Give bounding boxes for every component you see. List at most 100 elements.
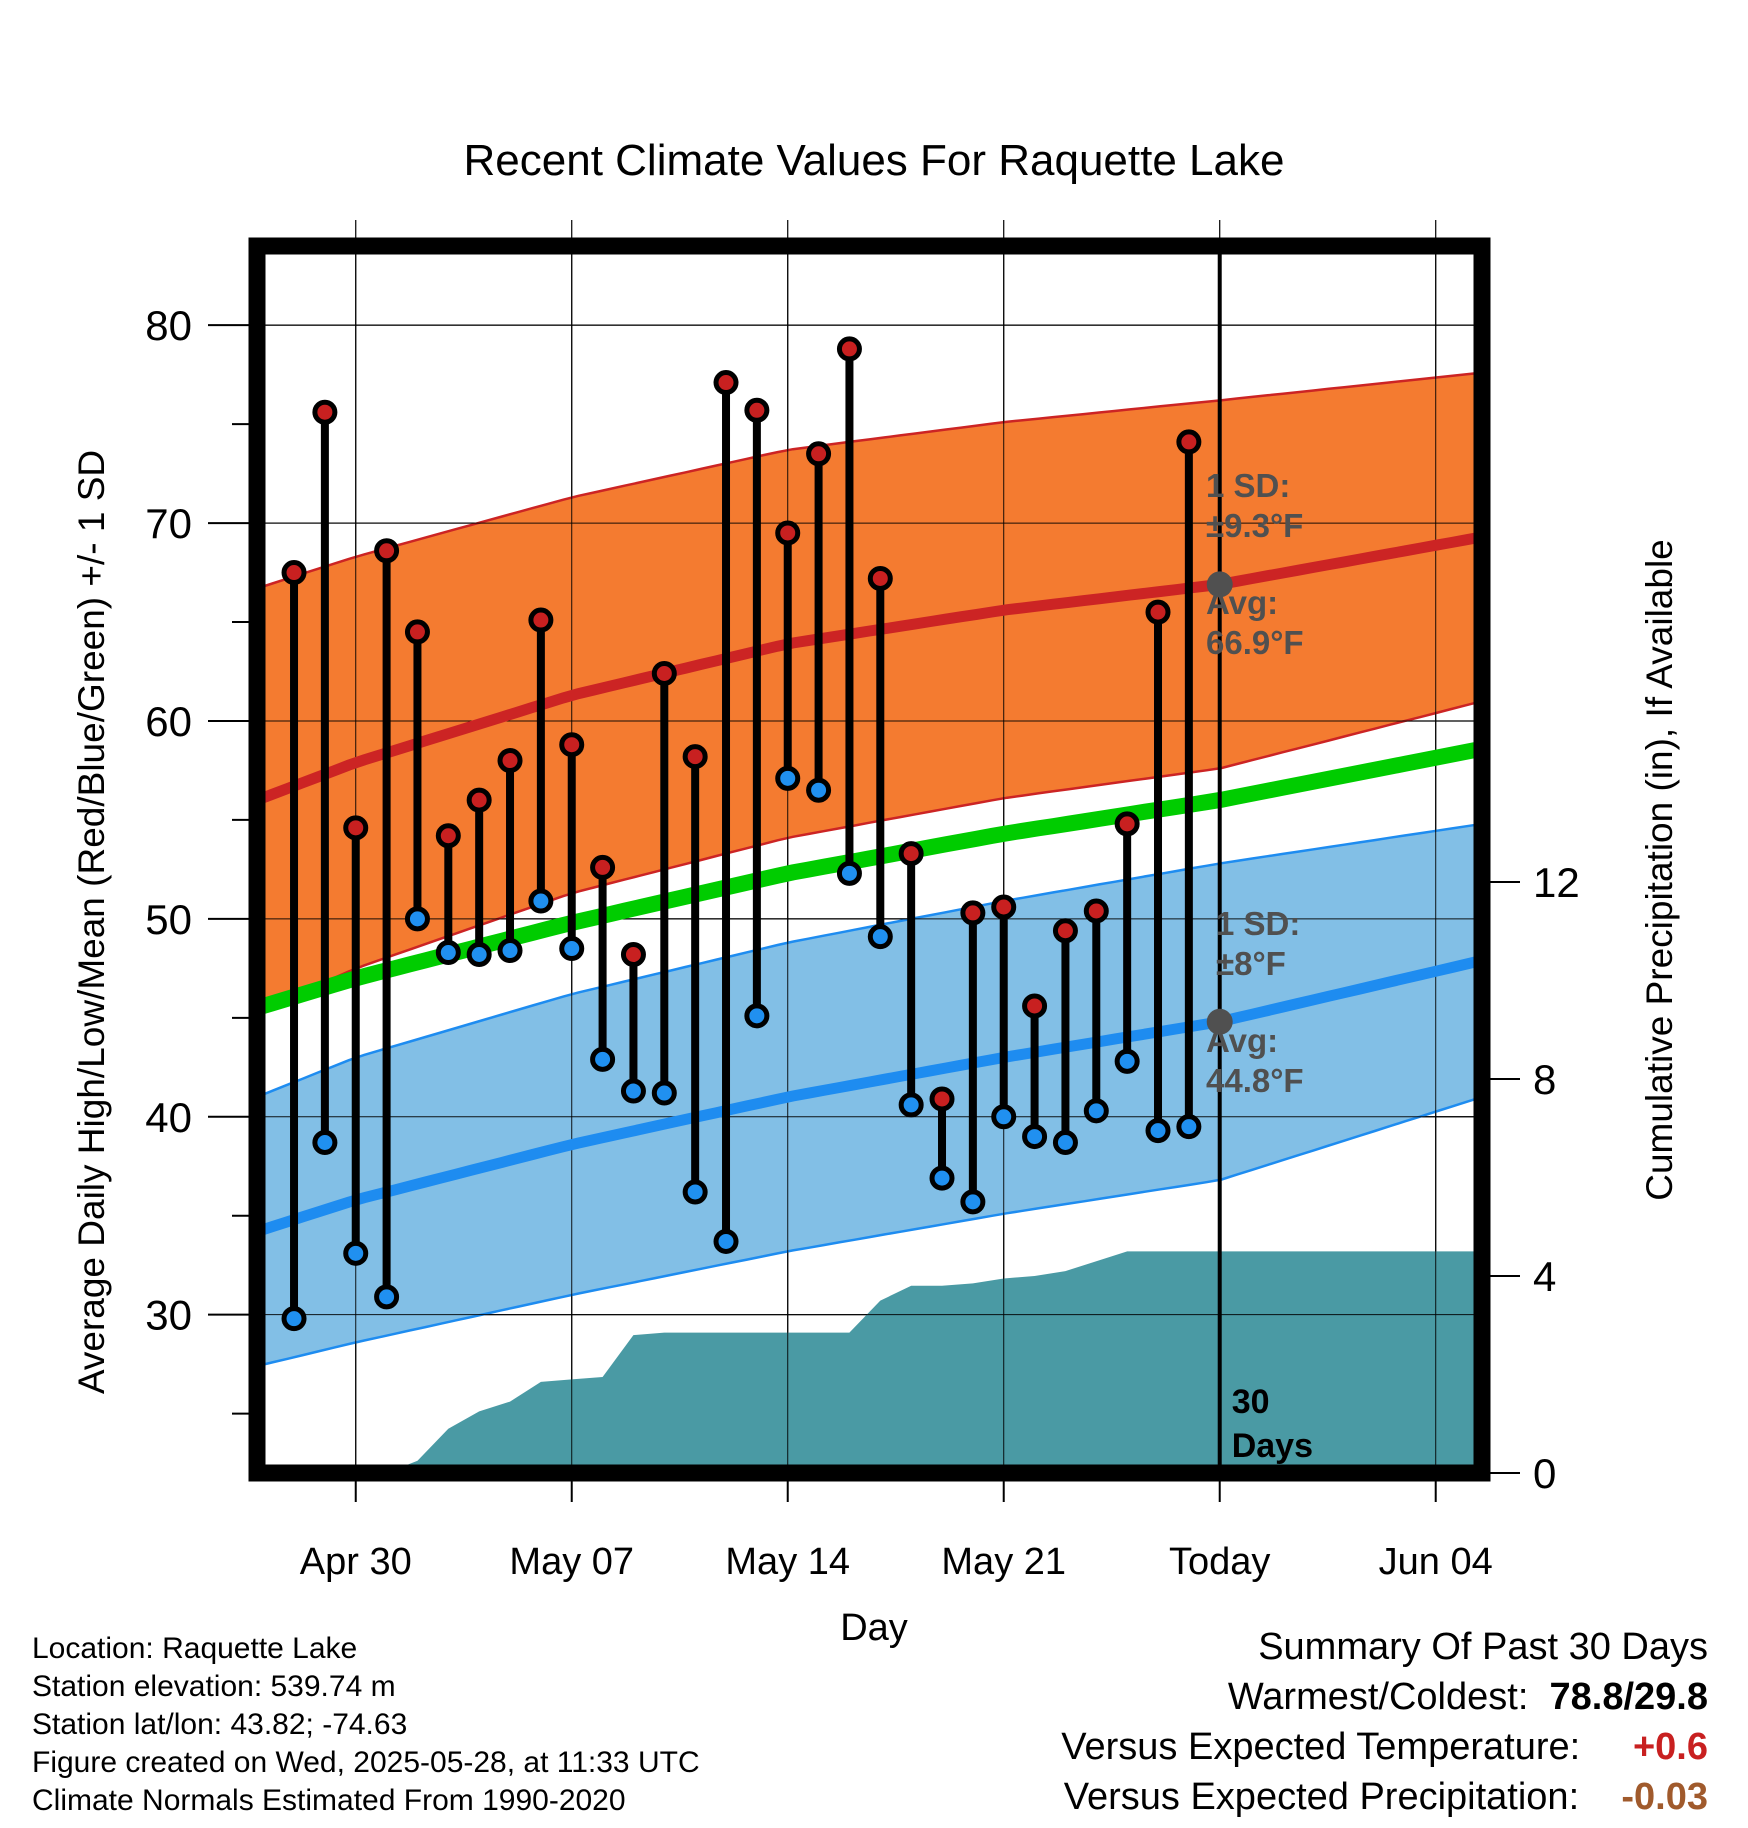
- high-point: [1176, 429, 1202, 455]
- low-point: [744, 1003, 770, 1029]
- low-point: [620, 1078, 646, 1104]
- high-point: [1114, 811, 1140, 837]
- low-point: [435, 940, 461, 966]
- precip-value: -0.03: [1621, 1776, 1708, 1818]
- low-point: [1114, 1048, 1140, 1074]
- precip-area: [257, 1251, 1482, 1473]
- created-text: Figure created on Wed, 2025-05-28, at 11…: [32, 1746, 700, 1779]
- high-point: [898, 841, 924, 867]
- low-point: [1083, 1098, 1109, 1124]
- low-avg-label: Avg:: [1206, 1022, 1278, 1059]
- high-point: [1145, 599, 1171, 625]
- low-point: [898, 1092, 924, 1118]
- high-point: [497, 748, 523, 774]
- low-point: [960, 1189, 986, 1215]
- high-point: [960, 900, 986, 926]
- high-point: [374, 538, 400, 564]
- low-point: [991, 1104, 1017, 1130]
- high-point: [343, 815, 369, 841]
- low-point: [806, 777, 832, 803]
- x-tick-label-4: Today: [1169, 1541, 1270, 1583]
- low-avg-value: 44.8°F: [1206, 1062, 1304, 1099]
- low-point: [1145, 1118, 1171, 1144]
- low-sd-label: 1 SD:: [1216, 905, 1300, 942]
- low-point: [836, 860, 862, 886]
- warm-cold-label: Warmest/Coldest:: [1227, 1676, 1529, 1718]
- elevation-text: Station elevation: 539.74 m: [32, 1670, 396, 1703]
- high-point: [991, 894, 1017, 920]
- summary-temp: Versus Expected Temperature: +0.6: [1061, 1722, 1708, 1772]
- low-point: [466, 941, 492, 967]
- low-point: [867, 924, 893, 950]
- today-count-label: 30: [1232, 1383, 1270, 1421]
- summary-warm-cold: Warmest/Coldest: 78.8/29.8: [1061, 1672, 1708, 1722]
- high-point: [929, 1086, 955, 1112]
- high-point: [1083, 898, 1109, 924]
- low-normal-line: [255, 955, 1484, 1237]
- low-point: [374, 1284, 400, 1310]
- high-point: [1052, 918, 1078, 944]
- high-avg-label: Avg:: [1206, 584, 1278, 621]
- high-point: [528, 607, 554, 633]
- x-axis-label: Day: [840, 1607, 908, 1649]
- low-point: [1022, 1124, 1048, 1150]
- plot-frame: [248, 237, 1491, 1482]
- high-point: [312, 399, 338, 425]
- low-point: [929, 1165, 955, 1191]
- y-tick-label-3: 60: [145, 698, 192, 745]
- high-point: [435, 823, 461, 849]
- warm-cold-value: 78.8/29.8: [1549, 1676, 1708, 1718]
- low-point: [651, 1080, 677, 1106]
- mean-normal-line: [254, 740, 1484, 1016]
- low-point: [559, 936, 585, 962]
- low-point: [713, 1228, 739, 1254]
- high-point: [836, 336, 862, 362]
- normals-text: Climate Normals Estimated From 1990-2020: [32, 1784, 626, 1817]
- x-tick-label-2: May 14: [725, 1541, 850, 1583]
- high-point: [559, 732, 585, 758]
- high-point: [620, 941, 646, 967]
- high-point: [744, 397, 770, 423]
- precip-label: Versus Expected Precipitation:: [1063, 1776, 1580, 1818]
- high-point: [682, 744, 708, 770]
- low-point: [343, 1240, 369, 1266]
- x-tick-label-3: May 21: [941, 1541, 1066, 1583]
- temp-label: Versus Expected Temperature:: [1061, 1726, 1581, 1768]
- summary-precip: Versus Expected Precipitation: -0.03: [1061, 1772, 1708, 1822]
- chart-title: Recent Climate Values For Raquette Lake: [464, 136, 1285, 185]
- y2-tick-label-2: 8: [1533, 1056, 1556, 1103]
- high-point: [867, 565, 893, 591]
- low-point: [497, 938, 523, 964]
- low-point: [312, 1130, 338, 1156]
- x-tick-label-5: Jun 04: [1379, 1541, 1493, 1583]
- high-point: [1022, 993, 1048, 1019]
- y2-axis-label: Cumulative Precipitation (in), If Availa…: [1639, 539, 1680, 1201]
- y-tick-label-5: 80: [145, 302, 192, 349]
- high-avg-value: 66.9°F: [1206, 624, 1304, 661]
- high-point: [281, 560, 307, 586]
- summary-block: Summary Of Past 30 Days Warmest/Coldest:…: [1061, 1622, 1708, 1822]
- latlon-text: Station lat/lon: 43.82; -74.63: [32, 1708, 408, 1741]
- high-point: [775, 520, 801, 546]
- x-tick-label-1: May 07: [509, 1541, 634, 1583]
- low-point: [528, 888, 554, 914]
- high-point: [806, 441, 832, 467]
- low-sd-value: ±8°F: [1216, 945, 1286, 982]
- low-point: [281, 1306, 307, 1332]
- high-point: [466, 787, 492, 813]
- temp-value: +0.6: [1632, 1726, 1708, 1768]
- low-point: [775, 765, 801, 791]
- high-point: [404, 619, 430, 645]
- y2-tick-label-1: 4: [1533, 1253, 1556, 1300]
- summary-title: Summary Of Past 30 Days: [1258, 1626, 1708, 1668]
- high-sd-label: 1 SD:: [1206, 467, 1290, 504]
- high-point: [590, 854, 616, 880]
- y-tick-label-1: 40: [145, 1094, 192, 1141]
- y-tick-label-2: 50: [145, 896, 192, 943]
- low-point: [404, 906, 430, 932]
- high-point: [651, 660, 677, 686]
- y2-tick-label-3: 12: [1533, 859, 1580, 906]
- y2-tick-label-0: 0: [1533, 1450, 1556, 1497]
